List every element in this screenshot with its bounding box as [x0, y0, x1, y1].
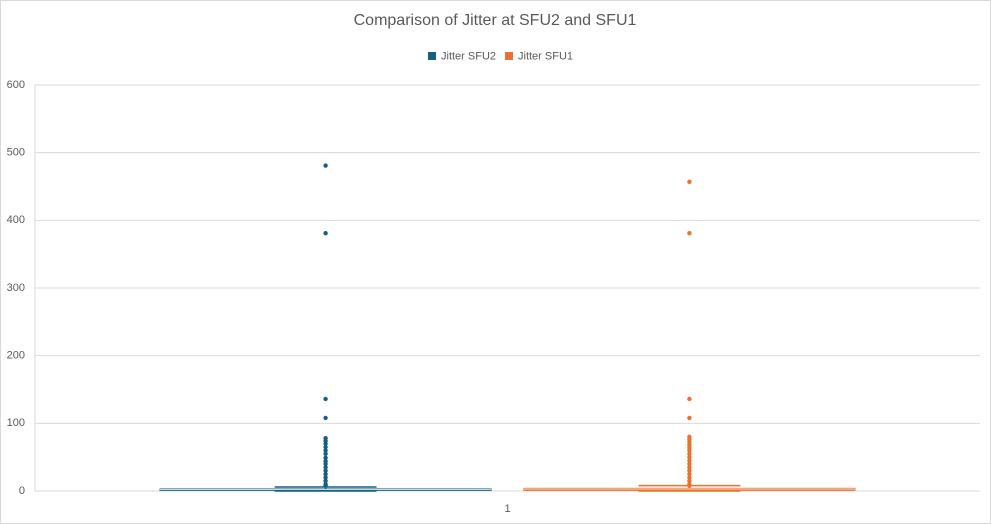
x-tick-label: 1: [504, 503, 510, 515]
legend-swatch: [505, 52, 513, 60]
outlier: [687, 475, 692, 480]
outlier: [687, 415, 692, 421]
outlier: [687, 478, 692, 484]
outlier: [687, 230, 692, 236]
outlier: [687, 468, 692, 473]
outlier: [323, 396, 328, 402]
outlier: [323, 448, 328, 453]
y-tick-label: 600: [7, 79, 25, 91]
outlier: [323, 483, 328, 488]
y-tick-label: 100: [7, 417, 25, 429]
outlier: [323, 468, 328, 473]
outlier: [687, 179, 692, 184]
outlier: [323, 163, 328, 168]
outlier: [323, 441, 328, 446]
outlier: [687, 461, 692, 467]
outlier: [323, 478, 328, 484]
y-tick-label: 400: [7, 214, 25, 226]
legend-label: Jitter SFU1: [518, 50, 573, 62]
outlier: [323, 444, 328, 450]
y-tick-label: 300: [7, 282, 25, 294]
outlier: [323, 465, 328, 470]
outlier: [323, 451, 328, 456]
outlier: [687, 454, 692, 460]
outlier: [687, 458, 692, 463]
outlier: [323, 230, 328, 236]
y-tick-label: 0: [19, 485, 25, 497]
y-tick-label: 500: [7, 147, 25, 159]
y-tick-label: 200: [7, 350, 25, 362]
outlier: [687, 396, 692, 402]
outlier: [323, 475, 328, 480]
outlier: [323, 461, 328, 467]
outlier: [323, 415, 328, 421]
outlier: [687, 483, 692, 488]
outlier: [687, 448, 692, 453]
legend-swatch: [428, 52, 436, 60]
outlier: [687, 465, 692, 470]
outlier: [323, 471, 328, 477]
legend-label: Jitter SFU2: [441, 50, 496, 62]
chart-title: Comparison of Jitter at SFU2 and SFU1: [354, 12, 637, 29]
outlier: [687, 471, 692, 477]
outlier: [323, 455, 328, 461]
outlier: [687, 451, 692, 456]
